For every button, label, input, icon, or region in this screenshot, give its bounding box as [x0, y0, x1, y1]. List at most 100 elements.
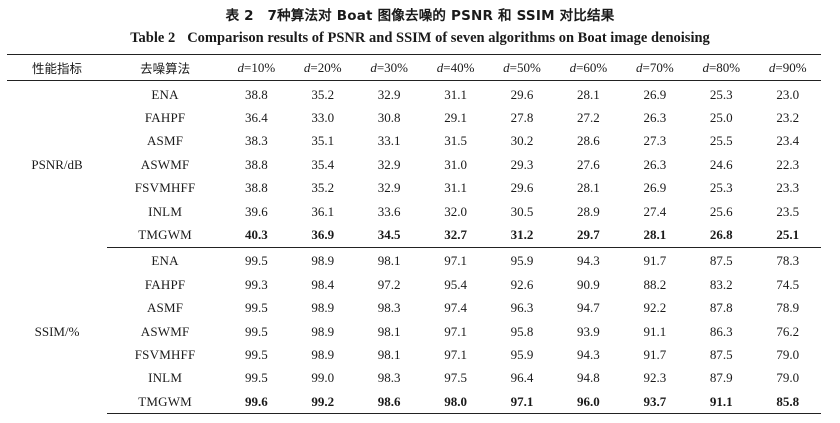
metric-label: PSNR/dB	[31, 157, 83, 173]
header-level: d=40%	[422, 54, 489, 81]
value-cell: 28.1	[577, 86, 600, 102]
value-cell: 92.2	[643, 300, 667, 316]
value-cell: 27.2	[577, 110, 600, 126]
value-cell: 98.4	[311, 276, 335, 292]
value-cell: 35.2	[311, 86, 335, 102]
table-row: TMGWM 99.6 99.2 98.6 98.0 97.1 96.0 93.7 91.1 85.…	[7, 390, 821, 415]
value-cell: 23.4	[776, 133, 800, 149]
table-row: ASMF 38.3 35.1 33.1 31.5 30.2 28.6 27.3 25.5 23.4	[7, 130, 821, 153]
value-cell: 27.4	[643, 203, 667, 219]
header-level: d=70%	[621, 54, 689, 81]
value-cell: 94.3	[577, 346, 600, 362]
header-metric: 性能指标	[7, 54, 108, 81]
table-caption-english: Table 2 Comparison results of PSNR and SS…	[0, 30, 840, 47]
header-level: d=90%	[754, 54, 821, 81]
value-cell: 99.5	[244, 300, 268, 316]
table-number: Table 2	[130, 30, 176, 46]
value-cell: 30.5	[510, 203, 534, 219]
header-method: 去噪算法	[107, 54, 224, 81]
value-cell: 32.0	[444, 203, 467, 219]
header-level: d=50%	[488, 54, 556, 81]
table-row: INLM 99.5 99.0 98.3 97.5 96.4 94.8 92.3 87.9 79.0	[7, 367, 821, 390]
value-cell: 36.9	[289, 223, 356, 248]
value-cell: 93.7	[621, 390, 689, 415]
value-cell: 79.0	[776, 370, 800, 386]
table-row: PSNR/dB ENA 38.8 35.2 32.9 31.1 29.6 28.1 26.9 25…	[7, 81, 821, 172]
value-cell: 24.6	[709, 156, 733, 172]
value-cell: 36.1	[311, 203, 335, 219]
value-cell: 99.6	[223, 390, 290, 415]
value-cell: 98.9	[311, 346, 335, 362]
metric-label: SSIM/%	[34, 323, 80, 339]
value-cell: 38.8	[244, 180, 268, 196]
method-name: FSVMHFF	[134, 346, 196, 362]
value-cell: 99.3	[244, 276, 268, 292]
value-cell: 28.6	[577, 133, 600, 149]
value-cell: 97.1	[444, 323, 467, 339]
header-level: d=30%	[355, 54, 423, 81]
table-row: INLM 39.6 36.1 33.6 32.0 30.5 28.9 27.4 25.6 23.5	[7, 200, 821, 223]
method-name: TMGWM	[107, 223, 224, 248]
value-cell: 32.9	[377, 86, 401, 102]
value-cell: 86.3	[709, 323, 733, 339]
method-name: ENA	[151, 253, 179, 269]
table-row: ASWMF 99.5 98.9 98.1 97.1 95.8 93.9 91.1 86.3 76.…	[7, 320, 821, 343]
method-name: ASMF	[146, 133, 184, 149]
value-cell: 87.9	[709, 370, 733, 386]
value-cell: 99.5	[244, 323, 268, 339]
value-cell: 87.5	[709, 346, 733, 362]
value-cell: 23.3	[776, 180, 800, 196]
value-cell: 87.8	[709, 300, 733, 316]
value-cell: 87.5	[709, 253, 733, 269]
method-name: INLM	[148, 203, 183, 219]
value-cell: 98.3	[377, 300, 401, 316]
value-cell: 33.0	[311, 110, 335, 126]
table-caption-text: Comparison results of PSNR and SSIM of s…	[187, 30, 710, 46]
value-cell: 95.8	[510, 323, 534, 339]
method-name: ASMF	[146, 300, 184, 316]
value-cell: 76.2	[776, 323, 800, 339]
value-cell: 97.1	[488, 390, 556, 415]
value-cell: 74.5	[776, 276, 800, 292]
value-cell: 97.1	[444, 253, 467, 269]
table-row: FAHPF 99.3 98.4 97.2 95.4 92.6 90.9 88.2 83.2 74.…	[7, 273, 821, 296]
method-name: ASWMF	[140, 156, 190, 172]
value-cell: 38.3	[244, 133, 268, 149]
value-cell: 32.9	[377, 180, 401, 196]
value-cell: 23.0	[776, 86, 800, 102]
value-cell: 29.7	[555, 223, 622, 248]
value-cell: 92.3	[643, 370, 667, 386]
value-cell: 22.3	[776, 156, 800, 172]
value-cell: 91.1	[643, 323, 667, 339]
value-cell: 88.2	[643, 276, 667, 292]
value-cell: 25.3	[709, 180, 733, 196]
value-cell: 95.9	[510, 253, 534, 269]
value-cell: 91.1	[688, 390, 755, 415]
method-name: ENA	[151, 86, 179, 102]
value-cell: 98.3	[377, 370, 401, 386]
value-cell: 25.0	[709, 110, 733, 126]
method-name: FAHPF	[144, 276, 186, 292]
table-header-row: 性能指标 去噪算法 d=10% d=20% d=30% d=40% d=50% …	[7, 54, 821, 81]
value-cell: 35.2	[311, 180, 335, 196]
method-name: ASWMF	[140, 323, 190, 339]
table-row: FSVMHFF 38.8 35.2 32.9 31.1 29.6 28.1 26.9 25.3 2…	[7, 177, 821, 200]
value-cell: 38.8	[244, 86, 268, 102]
value-cell: 96.3	[510, 300, 534, 316]
value-cell: 26.9	[643, 180, 667, 196]
value-cell: 23.2	[776, 110, 800, 126]
table-row: FSVMHFF 99.5 98.9 98.1 97.1 95.9 94.3 91.7 87.5 7…	[7, 343, 821, 366]
table-row: FAHPF 36.4 33.0 30.8 29.1 27.8 27.2 26.3 25.0 23.…	[7, 106, 821, 129]
value-cell: 99.5	[244, 346, 268, 362]
table-body: PSNR/dB ENA 38.8 35.2 32.9 31.1 29.6 28.1 26.9 25…	[7, 81, 821, 415]
value-cell: 25.5	[709, 133, 733, 149]
value-cell: 91.7	[643, 253, 667, 269]
value-cell: 83.2	[709, 276, 733, 292]
value-cell: 94.3	[577, 253, 600, 269]
results-table: 性能指标 去噪算法 d=10% d=20% d=30% d=40% d=50% …	[7, 54, 821, 415]
value-cell: 25.6	[709, 203, 733, 219]
header-level: d=80%	[688, 54, 755, 81]
value-cell: 31.0	[444, 156, 467, 172]
value-cell: 99.5	[244, 370, 268, 386]
value-cell: 32.9	[377, 156, 401, 172]
